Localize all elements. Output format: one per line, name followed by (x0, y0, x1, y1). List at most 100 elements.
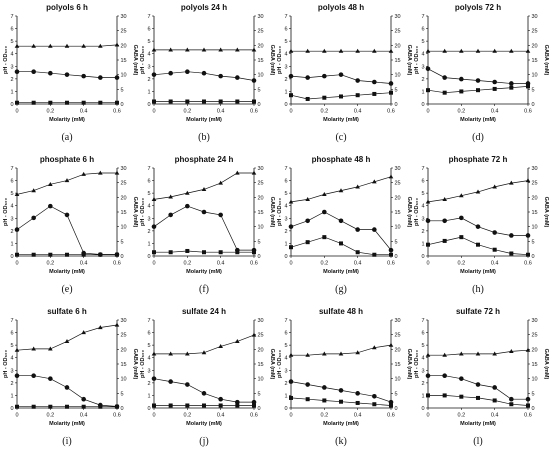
panel-caption: (i) (62, 436, 71, 447)
right-tick-label: 25 (258, 333, 264, 339)
square-point (322, 95, 327, 100)
square-point (98, 252, 103, 257)
right-tick-label: 10 (395, 225, 401, 231)
circle-point (185, 203, 190, 209)
circle-point (31, 373, 36, 379)
right-tick-label: 5 (395, 391, 398, 397)
left-tick-label: 0 (10, 254, 13, 260)
right-tick-label: 20 (395, 195, 401, 201)
square-point (355, 93, 360, 98)
panel-caption: (k) (335, 436, 347, 447)
panel-title: polyols 24 h (181, 3, 227, 12)
triangle-point (168, 47, 173, 52)
circle-point (442, 218, 447, 224)
left-tick-label: 3 (10, 216, 13, 222)
right-y-axis-label: GABA (mM) (543, 349, 549, 380)
circle-point (338, 72, 344, 77)
square-point (426, 242, 430, 247)
x-tick-label: 0.6 (113, 413, 121, 419)
x-tick-label: 0.2 (458, 261, 466, 267)
triangle-point (201, 186, 207, 191)
left-y-axis-label: pH - OD₆₀₀ (277, 350, 283, 378)
triangle-point (64, 178, 70, 183)
right-tick-label: 15 (532, 58, 538, 64)
triangle-point (425, 352, 431, 357)
circle-point (14, 69, 20, 75)
right-tick-label: 25 (532, 29, 538, 35)
triangle-point (288, 199, 294, 204)
circle-point (305, 75, 310, 80)
right-tick-label: 25 (532, 333, 538, 339)
left-tick-label: 4 (10, 52, 13, 58)
left-tick-label: 4 (147, 204, 150, 210)
right-tick-label: 30 (258, 14, 264, 20)
left-tick-label: 2 (421, 229, 424, 235)
triangle-point (218, 180, 223, 185)
left-tick-label: 0 (147, 254, 150, 260)
x-tick-label: 0.2 (321, 413, 329, 419)
right-tick-label: 30 (395, 318, 401, 324)
x-tick-label: 0.6 (113, 261, 121, 267)
left-y-axis-label: pH - OD₆₀₀ (277, 46, 283, 74)
x-tick-label: 0.2 (47, 413, 55, 419)
right-tick-label: 25 (121, 181, 127, 187)
square-point (305, 397, 310, 402)
square-point (476, 242, 480, 247)
left-tick-label: 5 (10, 191, 13, 197)
triangle-point (442, 197, 447, 202)
square-point (65, 404, 69, 409)
triangle-point (355, 350, 360, 355)
left-tick-label: 1 (147, 89, 150, 95)
right-tick-label: 20 (258, 347, 264, 353)
triangle-point (322, 192, 327, 196)
left-y-axis-label: pH - OD₆₀₀ (414, 198, 420, 226)
triangle-point (81, 330, 86, 335)
x-tick-label: 0.2 (47, 109, 55, 115)
triangle-point (288, 48, 294, 53)
square-point (476, 88, 480, 93)
left-tick-label: 7 (147, 166, 150, 172)
left-tick-label: 0 (284, 406, 287, 412)
right-tick-label: 0 (121, 254, 124, 260)
right-tick-label: 25 (395, 29, 401, 35)
circle-point (288, 224, 294, 229)
series-line-triangle (153, 172, 254, 200)
x-tick-label: 0 (152, 261, 155, 267)
triangle-point (492, 48, 497, 53)
x-tick-label: 0.4 (217, 413, 225, 419)
circle-point (48, 376, 53, 381)
x-tick-label: 0 (426, 109, 429, 115)
right-tick-label: 0 (258, 254, 261, 260)
right-tick-label: 25 (532, 181, 538, 187)
square-point (15, 404, 19, 409)
square-point (65, 252, 69, 257)
x-tick-label: 0.6 (113, 109, 121, 115)
circle-point (31, 69, 36, 75)
right-tick-label: 15 (532, 210, 538, 216)
right-tick-label: 5 (258, 391, 261, 397)
square-point (152, 403, 156, 408)
triangle-point (114, 42, 120, 47)
square-point (218, 250, 223, 255)
square-point (98, 404, 103, 409)
x-tick-label: 0.4 (80, 413, 88, 419)
triangle-point (525, 178, 531, 183)
right-tick-label: 20 (121, 195, 127, 201)
left-tick-label: 5 (284, 191, 287, 197)
left-tick-label: 2 (10, 229, 13, 235)
triangle-point (31, 346, 36, 351)
x-tick-label: 0.2 (47, 261, 55, 267)
circle-point (425, 218, 431, 224)
circle-point (322, 385, 327, 390)
right-tick-label: 5 (258, 239, 261, 245)
triangle-point (48, 346, 53, 351)
left-tick-label: 1 (284, 89, 287, 95)
right-tick-label: 30 (532, 14, 538, 20)
right-tick-label: 30 (395, 14, 401, 20)
left-tick-label: 7 (147, 14, 150, 20)
left-tick-label: 2 (284, 77, 287, 83)
panel-caption: (e) (61, 284, 72, 295)
triangle-point (235, 170, 240, 175)
left-y-axis-label: pH - OD₆₀₀ (277, 198, 283, 226)
circle-point (355, 391, 360, 396)
